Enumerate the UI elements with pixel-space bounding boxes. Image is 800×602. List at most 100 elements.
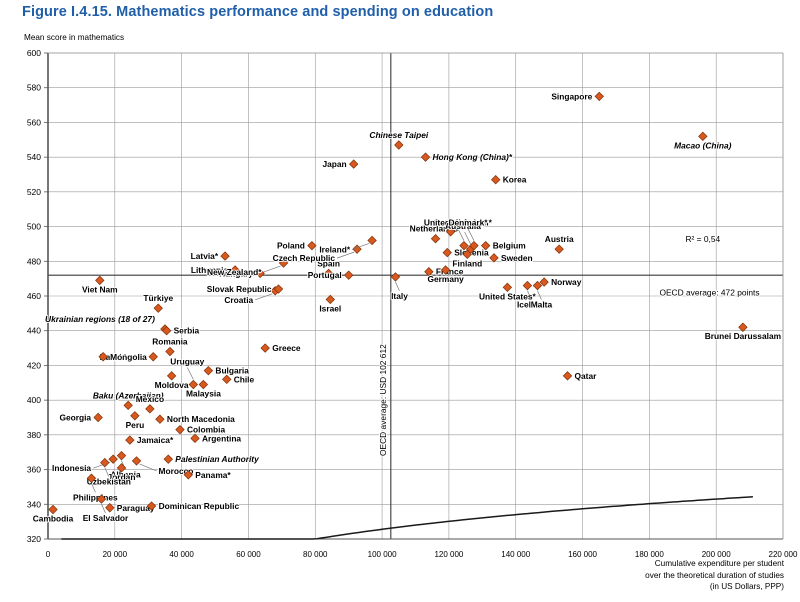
data-point[interactable]: Argentina bbox=[190, 432, 242, 444]
data-point-marker[interactable] bbox=[148, 352, 158, 362]
data-point[interactable]: Mexico bbox=[135, 393, 165, 414]
data-point[interactable]: Paraguay bbox=[105, 502, 156, 514]
data-point[interactable]: Jamaica* bbox=[125, 434, 175, 446]
data-point[interactable]: Germany bbox=[427, 265, 465, 285]
data-point[interactable]: Cambodia bbox=[32, 504, 74, 524]
data-point-marker[interactable] bbox=[260, 343, 270, 353]
data-point-marker[interactable] bbox=[95, 275, 105, 286]
data-point-marker[interactable] bbox=[146, 501, 157, 511]
data-point[interactable]: Albania bbox=[109, 450, 142, 481]
data-point-marker[interactable] bbox=[155, 414, 165, 424]
data-point[interactable]: United States* bbox=[478, 282, 537, 302]
data-point-marker[interactable] bbox=[230, 265, 240, 275]
data-point-marker[interactable] bbox=[123, 400, 133, 411]
data-point[interactable]: Israel bbox=[318, 294, 342, 314]
data-point[interactable]: Baku (Azerbaijan) bbox=[92, 389, 165, 411]
data-point[interactable]: Romania bbox=[151, 336, 189, 357]
data-point-marker[interactable] bbox=[163, 454, 173, 464]
data-point[interactable]: Kazakhstan bbox=[99, 351, 158, 363]
data-point-marker[interactable] bbox=[325, 294, 336, 305]
data-point-marker[interactable] bbox=[131, 456, 142, 466]
data-point[interactable]: Indonesia bbox=[51, 454, 118, 474]
data-point-marker[interactable] bbox=[222, 374, 232, 385]
data-point[interactable]: Netherlands* bbox=[409, 223, 463, 244]
data-point[interactable]: Iceland bbox=[516, 280, 547, 311]
data-point[interactable]: Viet Nam bbox=[81, 275, 119, 295]
data-point[interactable]: Morocco bbox=[131, 456, 194, 477]
data-point[interactable]: Bulgaria bbox=[203, 365, 250, 377]
data-point-marker[interactable] bbox=[145, 404, 155, 414]
data-point[interactable]: Poland bbox=[276, 240, 317, 252]
data-point[interactable]: Philippines bbox=[72, 473, 119, 503]
data-point-marker[interactable] bbox=[165, 346, 175, 357]
data-point[interactable]: Macao (China) bbox=[673, 131, 733, 151]
data-point-marker[interactable] bbox=[153, 303, 163, 313]
data-point-marker[interactable] bbox=[352, 244, 362, 254]
data-point[interactable]: Italy bbox=[390, 272, 409, 302]
data-point-marker[interactable] bbox=[220, 251, 230, 261]
data-point-marker[interactable] bbox=[108, 454, 118, 464]
data-point[interactable]: Korea bbox=[490, 174, 528, 186]
data-point[interactable]: Canada* bbox=[433, 216, 469, 237]
data-point-marker[interactable] bbox=[116, 450, 127, 461]
data-point-marker[interactable] bbox=[430, 234, 441, 244]
data-point-marker[interactable] bbox=[522, 280, 533, 291]
data-point[interactable]: Georgia bbox=[59, 412, 103, 423]
data-point-marker[interactable] bbox=[554, 244, 564, 254]
data-point[interactable]: Latvia* bbox=[190, 250, 230, 262]
data-point[interactable]: Palestinian Authority bbox=[163, 453, 260, 465]
data-point-marker[interactable] bbox=[539, 277, 549, 287]
data-point-marker[interactable] bbox=[390, 272, 401, 282]
data-point[interactable]: Chinese Taipei bbox=[369, 129, 430, 150]
data-point[interactable]: Chile bbox=[222, 373, 255, 385]
data-point[interactable]: Sweden bbox=[489, 252, 534, 264]
data-point-marker[interactable] bbox=[462, 249, 472, 260]
data-point-marker[interactable] bbox=[190, 433, 200, 444]
data-point[interactable]: Greece bbox=[260, 342, 302, 354]
data-point-marker[interactable] bbox=[440, 265, 451, 275]
data-point[interactable]: Qatar bbox=[562, 370, 598, 382]
data-point[interactable]: Jordan bbox=[107, 463, 136, 483]
data-point[interactable]: Belgium bbox=[480, 240, 527, 252]
data-point[interactable]: North Macedonia bbox=[155, 413, 236, 425]
data-point[interactable]: Brunei Darussalam bbox=[704, 322, 782, 342]
data-point[interactable]: Portugal bbox=[307, 269, 354, 281]
data-point[interactable]: United Kingdom* bbox=[423, 217, 493, 251]
data-point-marker[interactable] bbox=[594, 91, 604, 102]
data-point-marker[interactable] bbox=[166, 371, 177, 381]
data-point-marker[interactable] bbox=[183, 470, 194, 480]
data-point-marker[interactable] bbox=[175, 424, 185, 435]
data-point[interactable]: Mongolia bbox=[98, 351, 148, 363]
data-point-marker[interactable] bbox=[48, 504, 58, 515]
data-point-marker[interactable] bbox=[278, 258, 289, 268]
data-point-marker[interactable] bbox=[502, 282, 513, 293]
data-point-marker[interactable] bbox=[203, 365, 214, 376]
data-point-marker[interactable] bbox=[490, 175, 501, 185]
data-point[interactable]: Hungary bbox=[218, 267, 265, 279]
data-point[interactable]: Denmark* bbox=[448, 217, 489, 251]
data-point-marker[interactable] bbox=[420, 152, 431, 162]
data-point[interactable]: Colombia bbox=[175, 424, 226, 436]
data-point[interactable]: El Salvador bbox=[82, 494, 130, 524]
data-point-marker[interactable] bbox=[562, 371, 573, 381]
data-point[interactable]: Malta bbox=[530, 280, 553, 311]
data-point-marker[interactable] bbox=[489, 253, 499, 263]
data-point[interactable]: France bbox=[424, 266, 465, 278]
data-point-marker[interactable] bbox=[442, 247, 452, 258]
data-point[interactable]: Slovak Republic bbox=[206, 283, 284, 295]
data-point-marker[interactable] bbox=[738, 322, 748, 332]
data-point-marker[interactable] bbox=[394, 140, 404, 150]
data-point-marker[interactable] bbox=[469, 240, 479, 251]
data-point[interactable]: Peru bbox=[125, 411, 145, 431]
data-point-marker[interactable] bbox=[100, 457, 110, 468]
data-point[interactable]: Ukrainian regions (18 of 27) bbox=[44, 313, 170, 334]
data-point-marker[interactable] bbox=[273, 284, 284, 294]
data-point-marker[interactable] bbox=[93, 412, 103, 423]
data-point-marker[interactable] bbox=[98, 352, 108, 362]
data-point[interactable]: Ireland* bbox=[318, 235, 377, 255]
data-point-marker[interactable] bbox=[188, 379, 199, 390]
data-point[interactable]: Austria bbox=[544, 233, 575, 254]
data-point-marker[interactable] bbox=[323, 268, 334, 279]
data-point[interactable]: Panama* bbox=[183, 469, 232, 481]
data-point[interactable]: Malaysia bbox=[185, 379, 222, 399]
